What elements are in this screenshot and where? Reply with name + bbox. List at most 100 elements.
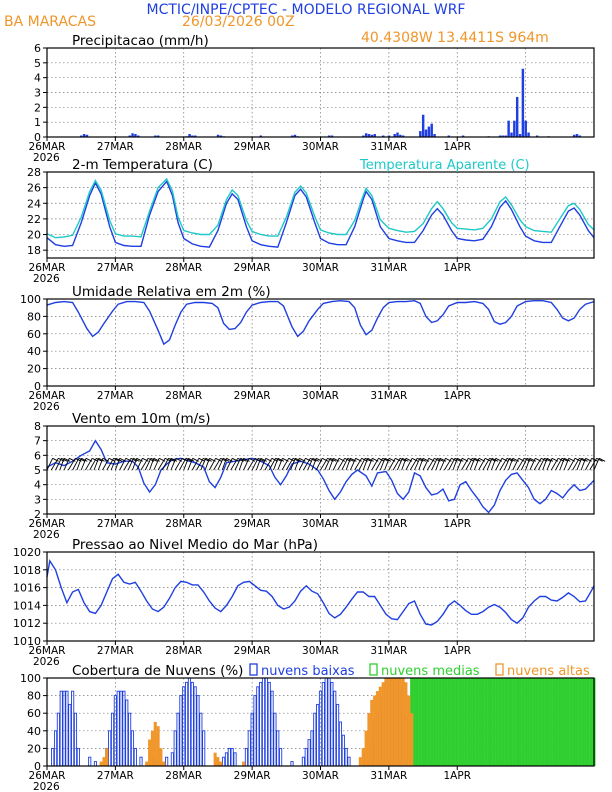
bar xyxy=(128,135,131,137)
wind-barb xyxy=(533,458,542,471)
bar xyxy=(279,747,283,767)
y-tick-label: 2 xyxy=(34,101,41,114)
panel-title: Cobertura de Nuvens (%) xyxy=(72,663,243,679)
panel-5: 0 20 40 60 80 100 26MAR 27MAR 28MAR 29MAR 30MAR 31M… xyxy=(20,663,596,792)
wind-barb xyxy=(273,458,279,471)
bar xyxy=(527,132,530,137)
wind-barb xyxy=(350,458,356,471)
y-tick-label: 8 xyxy=(34,420,41,433)
bar xyxy=(276,730,280,767)
bar xyxy=(387,677,391,767)
bar xyxy=(51,747,55,767)
wind-barb xyxy=(63,458,70,471)
wind-barb xyxy=(454,457,462,462)
header-coords: 40.4308W 13.4411S 964m xyxy=(361,30,549,46)
bar xyxy=(544,677,548,767)
wind-barb xyxy=(226,458,233,471)
wind-barb xyxy=(411,457,419,462)
bar xyxy=(382,135,385,137)
y-tick-label: 6 xyxy=(34,449,41,462)
bar xyxy=(581,677,585,767)
bar xyxy=(264,677,268,767)
bar xyxy=(421,677,425,767)
y-tick-label: 26 xyxy=(27,182,41,195)
bar xyxy=(407,695,411,767)
x-tick-label: 27MAR xyxy=(97,770,134,782)
x-tick-label: 26MAR xyxy=(29,518,66,530)
wind-barb xyxy=(338,457,346,462)
bar xyxy=(412,677,417,767)
wind-barb xyxy=(350,457,357,462)
wind-barb xyxy=(110,458,117,471)
bar xyxy=(444,677,448,767)
wind-barb xyxy=(472,457,479,462)
x-tick-label: 30MAR xyxy=(302,770,339,782)
wind-barb xyxy=(158,457,166,462)
y-tick-label: 60 xyxy=(27,707,41,720)
bar xyxy=(313,712,317,767)
wind-barb xyxy=(384,457,392,462)
wind-barb xyxy=(563,458,570,471)
y-tick-label: 20 xyxy=(27,363,41,376)
bar xyxy=(93,761,98,767)
wind-barb xyxy=(106,458,114,471)
panel-2: 0 20 40 60 80 100 26MAR 27MAR 28MAR 29MAR 30MAR 31M… xyxy=(20,284,595,413)
bar xyxy=(433,134,436,137)
wind-barb xyxy=(136,458,143,471)
wind-barb xyxy=(80,458,87,471)
wind-barb xyxy=(328,458,334,471)
wind-barb xyxy=(332,458,340,471)
bar xyxy=(469,677,474,767)
wind-barb xyxy=(354,458,362,471)
y-tick-label: 40 xyxy=(27,345,41,358)
wind-barb xyxy=(290,458,296,471)
wind-barb xyxy=(367,457,374,462)
bar xyxy=(316,703,320,767)
bar xyxy=(498,677,502,767)
wind-barb xyxy=(161,458,169,471)
wind-barb xyxy=(426,458,435,471)
bar xyxy=(165,756,169,767)
panel-frame xyxy=(46,171,595,259)
x-tick-label: 31MAR xyxy=(370,645,407,657)
wind-barb xyxy=(516,458,525,471)
wind-barb xyxy=(76,458,82,471)
wind-barb xyxy=(546,458,553,471)
x-tick-label: 28MAR xyxy=(165,645,202,657)
x-tick-label: 1APR xyxy=(444,141,472,153)
wind-barb xyxy=(257,457,265,462)
bar xyxy=(259,681,263,767)
wind-barb xyxy=(96,457,103,462)
bar xyxy=(193,686,197,767)
bar xyxy=(396,132,399,137)
bar xyxy=(196,695,200,767)
wind-barb xyxy=(567,458,576,471)
y-tick-label: 80 xyxy=(27,310,41,323)
bar xyxy=(427,677,431,767)
bar xyxy=(555,677,559,767)
x-tick-label: 30MAR xyxy=(302,262,339,274)
wind-barb xyxy=(142,457,149,462)
wind-barb xyxy=(179,458,187,471)
wind-barb xyxy=(294,458,300,471)
series-line xyxy=(46,439,595,514)
x-tick-label: 26MAR xyxy=(29,262,66,274)
wind-barb xyxy=(444,458,452,471)
bar xyxy=(290,761,294,767)
bar xyxy=(421,114,425,137)
bar xyxy=(515,677,519,767)
panel-frame xyxy=(46,47,595,138)
bar xyxy=(76,747,80,767)
x-tick-label: 1APR xyxy=(444,770,472,782)
wind-barb xyxy=(277,458,283,471)
y-tick-label: 6 xyxy=(34,42,41,55)
bar xyxy=(116,690,120,767)
x-tick-label: 29MAR xyxy=(234,770,271,782)
wind-barb xyxy=(196,458,204,471)
wind-barb xyxy=(238,458,244,471)
bar xyxy=(156,135,160,137)
wind-barb xyxy=(89,458,97,471)
wind-barb xyxy=(298,458,306,471)
y-tick-label: 1012 xyxy=(13,617,41,630)
